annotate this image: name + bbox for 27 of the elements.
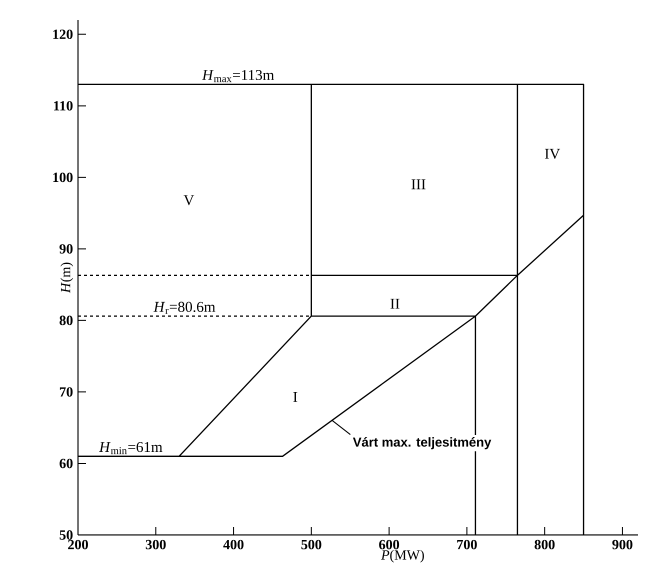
annotation: II [390, 298, 400, 309]
y-tick-label: 50 [60, 530, 73, 540]
annotation: III [412, 179, 426, 190]
x-tick-label: 300 [146, 540, 166, 550]
annotation: I [293, 392, 298, 402]
y-tick-label: 110 [54, 101, 73, 111]
y-tick-label: 120 [53, 30, 73, 40]
y-tick-label: 90 [60, 244, 73, 254]
y-axis-title: H(m) [60, 262, 74, 294]
x-tick-label: 900 [612, 540, 632, 550]
annotation: H$_{min}$=61m [99, 442, 162, 454]
x-axis-title: P(MW) [380, 550, 424, 563]
x-tick-label: 400 [223, 540, 244, 550]
x-tick-label: 700 [457, 540, 477, 550]
x-tick-label: 600 [379, 540, 400, 550]
annotation: H$_{max}$=113m [202, 70, 274, 82]
x-tick-label: 200 [68, 540, 88, 550]
y-tick-label: 100 [53, 172, 73, 182]
annotation: Várt max. teljesitmény [352, 437, 492, 450]
y-tick-label: 80 [60, 316, 73, 326]
y-tick-label: 60 [60, 458, 73, 468]
y-tick-label: 70 [60, 387, 73, 397]
x-tick-label: 500 [301, 540, 322, 550]
annotation: H$_{r}$=80.6m [153, 302, 216, 314]
x-tick-label: 800 [534, 540, 555, 550]
annotation: IV [544, 148, 560, 159]
annotation: V [184, 195, 194, 206]
